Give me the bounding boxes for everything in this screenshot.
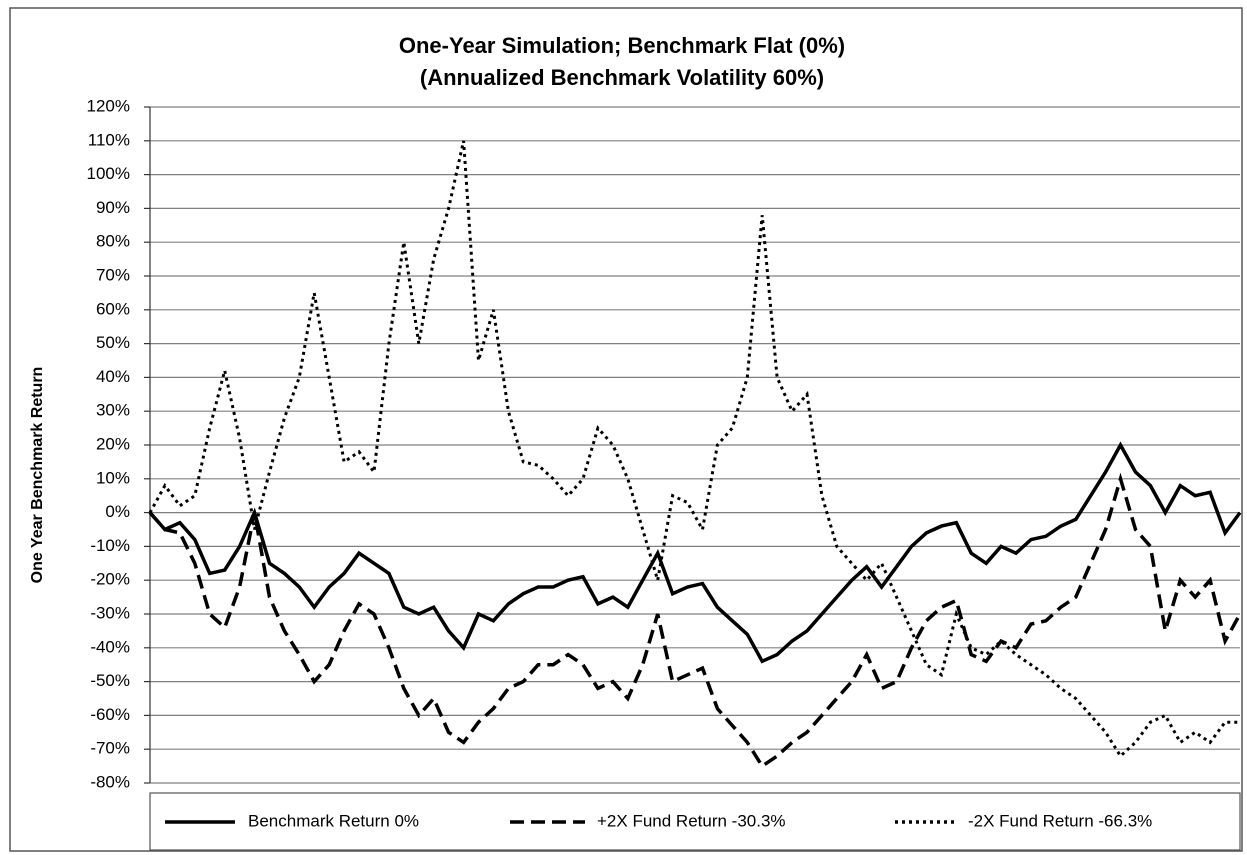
- y-tick-label: 80%: [96, 232, 130, 251]
- line-series: [148, 441, 1242, 664]
- y-tick-label: 50%: [96, 333, 130, 352]
- y-tick-label: 100%: [87, 164, 130, 183]
- legend-label: Benchmark Return 0%: [248, 811, 419, 830]
- y-tick-label: -70%: [90, 739, 130, 758]
- y-tick-label: -10%: [90, 536, 130, 555]
- y-tick-label: -50%: [90, 671, 130, 690]
- y-tick-label: -40%: [90, 637, 130, 656]
- y-tick-label: 40%: [96, 367, 130, 386]
- y-tick-label: 60%: [96, 299, 130, 318]
- y-tick-label: -30%: [90, 603, 130, 622]
- y-tick-label: -80%: [90, 772, 130, 791]
- y-tick-label: 20%: [96, 434, 130, 453]
- y-tick-label: 90%: [96, 198, 130, 217]
- y-axis-label: One Year Benchmark Return: [29, 367, 46, 584]
- legend-box: [149, 792, 1241, 851]
- chart-subtitle: (Annualized Benchmark Volatility 60%): [420, 65, 824, 90]
- y-tick-label: 0%: [105, 502, 130, 521]
- y-tick-label: 30%: [96, 401, 130, 420]
- y-tick-label: 10%: [96, 468, 130, 487]
- legend-label: +2X Fund Return -30.3%: [597, 811, 786, 830]
- chart-title: One-Year Simulation; Benchmark Flat (0%): [399, 33, 845, 58]
- legend-label: -2X Fund Return -66.3%: [968, 811, 1152, 830]
- line-series: [148, 472, 1242, 769]
- y-tick-label: 120%: [87, 96, 130, 115]
- y-tick-label: 110%: [88, 130, 130, 149]
- y-tick-label: -60%: [90, 705, 130, 724]
- line-series: [148, 140, 1240, 759]
- y-tick-label: -20%: [90, 570, 130, 589]
- chart-border: [9, 7, 1243, 852]
- y-tick-label: 70%: [96, 265, 130, 284]
